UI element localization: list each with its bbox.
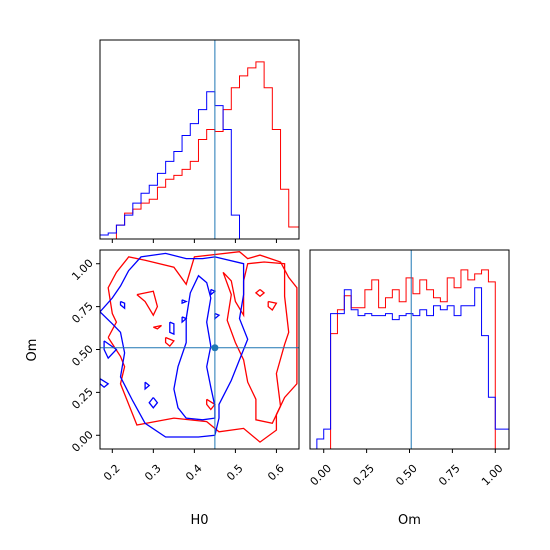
h0-x-tick-label: 0.2 xyxy=(101,462,123,484)
contour-layer xyxy=(100,251,298,443)
contour-series-2-level-4 xyxy=(103,340,118,360)
contour-series-1-level-5 xyxy=(164,336,175,348)
h0-x-tick-label: 0.4 xyxy=(183,462,205,484)
h0-histogram-series-2 xyxy=(100,91,299,240)
om-histogram-frame xyxy=(309,249,510,450)
h0-x-tick-label: 0.6 xyxy=(265,462,287,484)
contour-series-2-level-3 xyxy=(119,300,126,310)
contour-series-1-level-4 xyxy=(153,324,162,330)
contour-series-2-level-10 xyxy=(169,321,175,336)
h0-histogram-panel xyxy=(99,39,300,243)
y-axis-label-om: Om xyxy=(25,339,40,362)
contour-series-1-level-8 xyxy=(206,398,216,411)
contour-series-2-level-8 xyxy=(181,316,188,324)
om-x-tick-label: 0.75 xyxy=(436,462,463,489)
om-x-tick-label: 1.00 xyxy=(479,462,506,489)
contour-series-1-level-3 xyxy=(136,290,159,317)
h0-x-tick-label: 0.3 xyxy=(142,462,164,484)
contour-series-1-level-6 xyxy=(254,288,266,298)
contour-series-2-level-7 xyxy=(148,397,159,409)
h0-histogram-frame xyxy=(99,39,300,240)
contour-series-2-level-6 xyxy=(144,381,151,391)
om-y-tick-label: 0.50 xyxy=(69,342,96,369)
om-x-tick-label: 0.25 xyxy=(350,462,377,489)
contour-series-2-level-9 xyxy=(181,299,188,305)
contour-series-1-level-1 xyxy=(107,251,298,443)
contour-series-2-level-1 xyxy=(100,252,249,438)
om-y-tick-label: 0.75 xyxy=(69,300,96,327)
contour-series-1-level-2 xyxy=(222,261,290,425)
contour-series-2-level-11 xyxy=(210,288,217,296)
om-histogram-series-2 xyxy=(310,287,509,450)
om-y-tick-label: 0.25 xyxy=(69,385,96,412)
om-x-tick-label: 0.00 xyxy=(308,462,335,489)
om-x-tick-label: 0.50 xyxy=(393,462,420,489)
h0-om-contour-panel: 0.2 0.3 0.4 0.5 0.6 0.00 0.25 0.50 0.75 1.00 xyxy=(69,249,300,484)
contour-series-2-level-12 xyxy=(214,312,221,320)
x-axis-label-om: Om xyxy=(398,513,421,528)
truth-point xyxy=(211,344,219,352)
x-axis-label-h0: H0 xyxy=(190,513,208,528)
om-y-tick-label: 0.00 xyxy=(69,428,96,455)
om-histogram-series-1 xyxy=(310,269,509,450)
contour-series-1-level-7 xyxy=(267,300,278,311)
om-y-tick-label: 1.00 xyxy=(69,257,96,284)
contour-series-2-level-2 xyxy=(173,274,216,421)
contour-series-2-level-5 xyxy=(100,378,110,389)
om-histogram-panel: 0.00 0.25 0.50 0.75 1.00 xyxy=(308,249,510,489)
h0-histogram-series-1 xyxy=(100,61,299,240)
h0-x-tick-label: 0.5 xyxy=(224,462,246,484)
